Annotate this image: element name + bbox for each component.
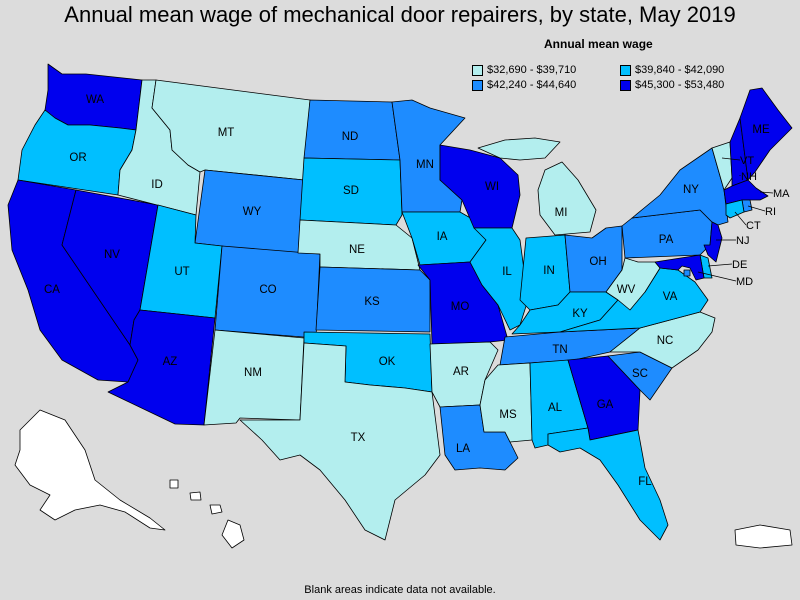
label-AZ: AZ bbox=[163, 356, 178, 368]
label-NY: NY bbox=[683, 184, 699, 196]
label-MA: MA bbox=[773, 188, 790, 200]
label-CA: CA bbox=[44, 284, 60, 296]
footnote: Blank areas indicate data not available. bbox=[304, 584, 496, 596]
legend-swatch-tier2 bbox=[620, 64, 631, 76]
state-labels: WA OR CA NV ID MT WY UT AZ CO NM ND SD N… bbox=[44, 94, 770, 488]
state-MI[interactable] bbox=[537, 161, 597, 236]
legend-item-tier1: $32,690 - $39,710 bbox=[472, 64, 576, 76]
label-FL: FL bbox=[638, 476, 652, 488]
state-DC[interactable] bbox=[683, 269, 691, 277]
legend-item-tier3: $42,240 - $44,640 bbox=[472, 79, 576, 91]
label-ME: ME bbox=[752, 124, 770, 136]
state-IL[interactable] bbox=[469, 227, 529, 331]
state-AK[interactable] bbox=[14, 409, 166, 531]
label-WA: WA bbox=[86, 94, 104, 106]
label-IL: IL bbox=[502, 266, 512, 278]
map-title: Annual mean wage of mechanical door repa… bbox=[64, 2, 736, 27]
label-WV: WV bbox=[617, 284, 636, 296]
label-MS: MS bbox=[499, 409, 517, 421]
legend-item-tier4: $45,300 - $53,480 bbox=[620, 79, 724, 91]
label-MO: MO bbox=[451, 301, 470, 313]
hawaii-island-kauai bbox=[169, 479, 179, 489]
label-ND: ND bbox=[342, 131, 359, 143]
label-TN: TN bbox=[552, 344, 567, 356]
label-OR: OR bbox=[69, 152, 86, 164]
label-OH: OH bbox=[589, 256, 606, 268]
legend-label-tier2: $39,840 - $42,090 bbox=[635, 64, 725, 76]
leader-DE bbox=[707, 263, 733, 267]
legend-title: Annual mean wage bbox=[544, 37, 653, 51]
legend-item-tier2: $39,840 - $42,090 bbox=[620, 64, 724, 76]
label-PA: PA bbox=[659, 234, 674, 246]
label-IN: IN bbox=[543, 265, 555, 277]
legend-label-tier1: $32,690 - $39,710 bbox=[487, 64, 577, 76]
label-MD: MD bbox=[736, 276, 753, 288]
label-LA: LA bbox=[456, 443, 470, 455]
leader-CT bbox=[734, 211, 747, 226]
legend-label-tier4: $45,300 - $53,480 bbox=[635, 79, 725, 91]
label-MN: MN bbox=[416, 159, 434, 171]
state-SC[interactable] bbox=[607, 351, 673, 401]
label-NC: NC bbox=[657, 335, 674, 347]
state-NJ[interactable] bbox=[703, 221, 723, 263]
label-DE: DE bbox=[732, 259, 747, 271]
state-ND[interactable] bbox=[303, 99, 401, 161]
state-SD[interactable] bbox=[299, 157, 403, 226]
state-KS[interactable] bbox=[315, 266, 431, 333]
label-VA: VA bbox=[663, 291, 678, 303]
label-NH: NH bbox=[741, 171, 757, 183]
label-NV: NV bbox=[104, 249, 120, 261]
state-HI[interactable] bbox=[169, 479, 245, 549]
hawaii-island-oahu bbox=[189, 491, 202, 501]
state-MD[interactable] bbox=[654, 254, 705, 281]
label-WI: WI bbox=[485, 181, 499, 193]
leader-MD bbox=[697, 271, 737, 282]
label-OK: OK bbox=[379, 356, 396, 368]
label-IA: IA bbox=[437, 231, 448, 243]
state-CT[interactable] bbox=[725, 199, 745, 219]
state-FL[interactable] bbox=[547, 427, 669, 541]
state-WI[interactable] bbox=[439, 144, 521, 229]
outside-labels: VT NH MA RI CT NJ DE MD bbox=[697, 155, 790, 288]
legend-label-tier3: $42,240 - $44,640 bbox=[487, 79, 577, 91]
hawaii-island-big bbox=[221, 519, 245, 549]
label-AL: AL bbox=[548, 402, 563, 414]
label-SD: SD bbox=[343, 185, 359, 197]
label-CT: CT bbox=[746, 220, 761, 232]
legend-swatch-tier1 bbox=[472, 64, 483, 76]
label-ID: ID bbox=[151, 179, 163, 191]
label-KY: KY bbox=[572, 308, 588, 320]
state-MS[interactable] bbox=[479, 362, 533, 443]
state-ME[interactable] bbox=[739, 87, 793, 181]
state-MI-upper[interactable] bbox=[477, 137, 561, 161]
label-WY: WY bbox=[243, 206, 262, 218]
label-VT: VT bbox=[740, 155, 754, 167]
label-NE: NE bbox=[349, 244, 365, 256]
state-AZ[interactable] bbox=[107, 309, 216, 426]
leader-MA bbox=[759, 191, 774, 194]
label-AR: AR bbox=[453, 366, 469, 378]
leader-VT bbox=[721, 157, 741, 161]
label-GA: GA bbox=[597, 399, 614, 411]
label-CO: CO bbox=[259, 284, 276, 296]
label-MT: MT bbox=[218, 127, 235, 139]
label-TX: TX bbox=[351, 432, 366, 444]
legend-swatch-tier4 bbox=[620, 79, 631, 91]
label-SC: SC bbox=[632, 368, 648, 380]
label-KS: KS bbox=[364, 296, 380, 308]
hawaii-island-maui bbox=[209, 504, 223, 515]
state-PR[interactable] bbox=[734, 524, 793, 549]
leader-RI bbox=[747, 205, 766, 212]
label-RI: RI bbox=[765, 206, 776, 218]
label-NM: NM bbox=[244, 367, 262, 379]
label-MI: MI bbox=[555, 207, 568, 219]
label-UT: UT bbox=[174, 266, 189, 278]
label-NJ: NJ bbox=[736, 235, 749, 247]
state-TX[interactable] bbox=[239, 342, 441, 541]
legend-swatch-tier3 bbox=[472, 79, 483, 91]
